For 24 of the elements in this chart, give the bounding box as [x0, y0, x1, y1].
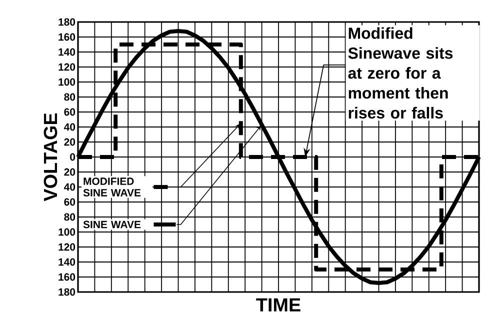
y-tick-label: 20 [64, 168, 76, 176]
y-tick-label: 0 [70, 153, 76, 161]
y-tick-label: 180 [58, 288, 76, 296]
y-tick-label: 40 [64, 183, 76, 191]
y-tick-label: 60 [64, 108, 76, 116]
y-tick-label: 60 [64, 198, 76, 206]
annotation: Modified Sinewave sits at zero for a moment then rises or falls [348, 27, 453, 119]
legend-label: MODIFIED SINE WAVE [83, 178, 141, 196]
y-tick-label: 140 [58, 48, 76, 56]
y-tick-label: 160 [58, 273, 76, 281]
y-tick-label: 160 [58, 33, 76, 41]
y-tick-label: 120 [58, 63, 76, 71]
y-tick-label: 40 [64, 123, 76, 131]
y-tick-label: 20 [64, 138, 76, 146]
y-tick-label: 180 [58, 18, 76, 26]
y-axis-title: VOLTAGE [44, 113, 58, 202]
y-tick-label: 100 [58, 78, 76, 86]
y-tick-label: 140 [58, 258, 76, 266]
x-axis-title: TIME [256, 298, 300, 312]
y-tick-label: 80 [64, 93, 76, 101]
y-tick-label: 120 [58, 243, 76, 251]
legend-label: SINE WAVE [83, 220, 141, 228]
y-tick-label: 80 [64, 213, 76, 221]
y-tick-label: 100 [58, 228, 76, 236]
